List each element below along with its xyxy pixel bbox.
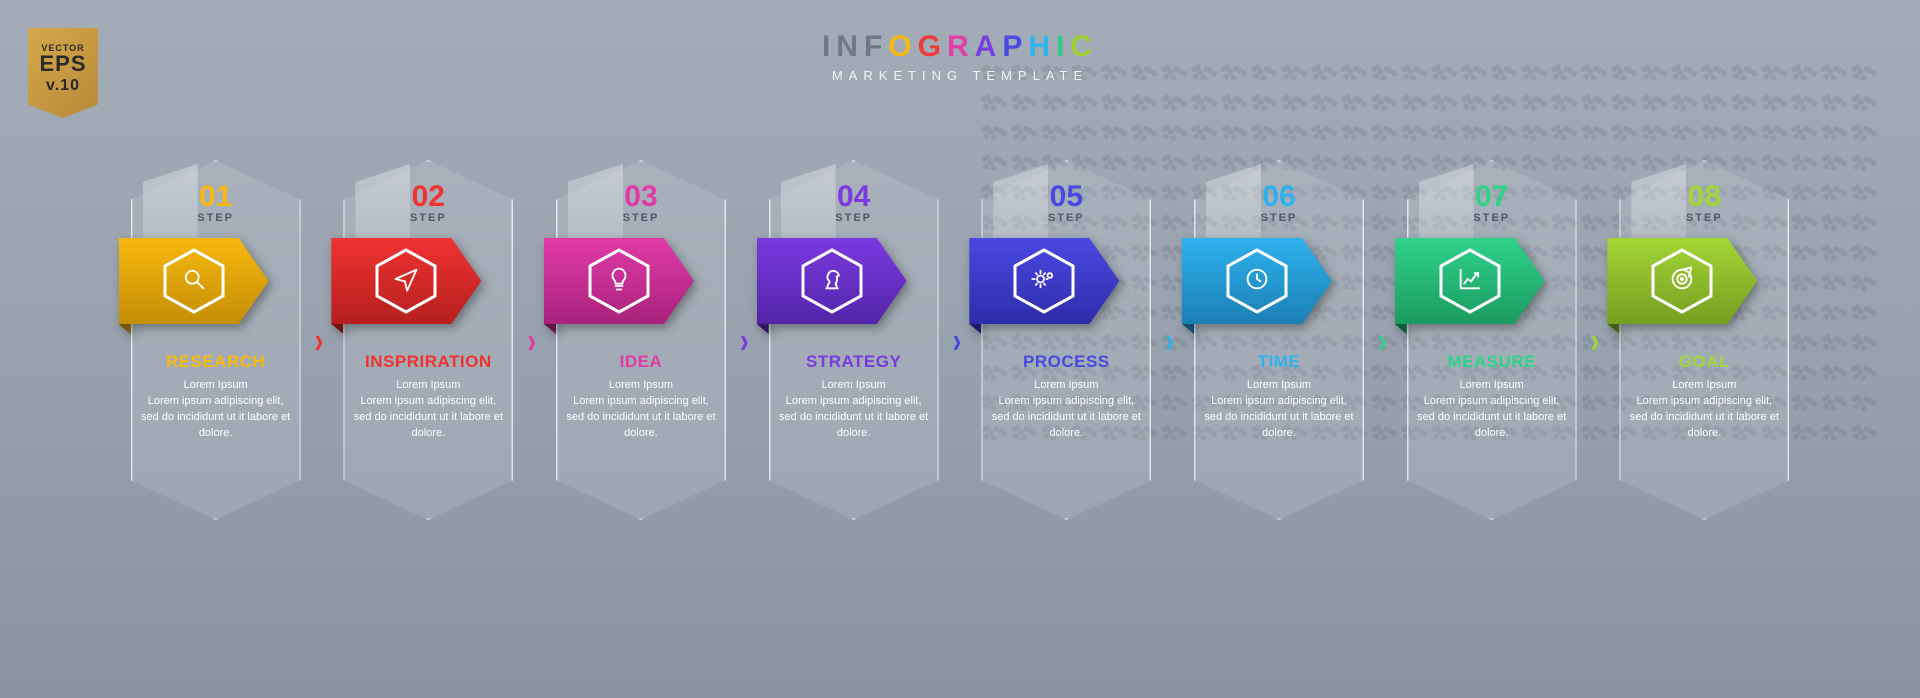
clock-icon [1222, 246, 1292, 316]
ribbon [331, 238, 481, 324]
step-title: MEASURE [1407, 352, 1577, 372]
ribbon [757, 238, 907, 324]
step-title: IDEA [556, 352, 726, 372]
step-card: 04 STEP STRATEGY Lorem IpsumLorem ipsum … [769, 160, 939, 520]
step-card: 01 STEP RESEARCH Lorem IpsumLorem ipsum … [131, 160, 301, 520]
step-card: 08 STEP GOAL Lorem IpsumLorem ipsum adip… [1619, 160, 1789, 520]
step-word: STEP [343, 212, 513, 224]
chevron-right-icon: › [1378, 318, 1387, 361]
step-card: 03 STEP IDEA Lorem IpsumLorem ipsum adip… [556, 160, 726, 520]
step-desc: Lorem IpsumLorem ipsum adipiscing elit, … [991, 378, 1141, 442]
step-title: INSPRIRATION [343, 352, 513, 372]
ribbon [119, 238, 269, 324]
step-desc: Lorem IpsumLorem ipsum adipiscing elit, … [141, 378, 291, 442]
step-number: 02 [343, 180, 513, 214]
step-word: STEP [981, 212, 1151, 224]
step-word: STEP [1407, 212, 1577, 224]
search-icon [159, 246, 229, 316]
ribbon [1607, 238, 1757, 324]
step-word: STEP [556, 212, 726, 224]
plane-icon [371, 246, 441, 316]
ribbon [544, 238, 694, 324]
steps-row: 01 STEP RESEARCH Lorem IpsumLorem ipsum … [0, 160, 1920, 520]
step-title: PROCESS [981, 352, 1151, 372]
step-card: 07 STEP MEASURE Lorem IpsumLorem ipsum a… [1407, 160, 1577, 520]
step-desc: Lorem IpsumLorem ipsum adipiscing elit, … [353, 378, 503, 442]
chevron-right-icon: › [740, 318, 749, 361]
step-title: GOAL [1619, 352, 1789, 372]
step-number: 01 [131, 180, 301, 214]
ribbon [969, 238, 1119, 324]
step-number: 07 [1407, 180, 1577, 214]
step-number: 04 [769, 180, 939, 214]
chevron-right-icon: › [527, 318, 536, 361]
ribbon [1182, 238, 1332, 324]
target-icon [1647, 246, 1717, 316]
step-number: 08 [1619, 180, 1789, 214]
step-card: 05 STEP PROCESS Lorem IpsumLorem ipsum a… [981, 160, 1151, 520]
step-number: 03 [556, 180, 726, 214]
step-desc: Lorem IpsumLorem ipsum adipiscing elit, … [1629, 378, 1779, 442]
step-card: 02 STEP INSPRIRATION Lorem IpsumLorem ip… [343, 160, 513, 520]
ribbon [1395, 238, 1545, 324]
header: INFOGRAPHIC MARKETING TEMPLATE [0, 30, 1920, 83]
step-title: STRATEGY [769, 352, 939, 372]
header-title: INFOGRAPHIC [0, 30, 1920, 64]
step-title: RESEARCH [131, 352, 301, 372]
step-desc: Lorem IpsumLorem ipsum adipiscing elit, … [1417, 378, 1567, 442]
step-desc: Lorem IpsumLorem ipsum adipiscing elit, … [779, 378, 929, 442]
step-number: 06 [1194, 180, 1364, 214]
header-subtitle: MARKETING TEMPLATE [0, 68, 1920, 83]
step-card: 06 STEP TIME Lorem IpsumLorem ipsum adip… [1194, 160, 1364, 520]
step-number: 05 [981, 180, 1151, 214]
step-word: STEP [131, 212, 301, 224]
step-word: STEP [1194, 212, 1364, 224]
chevron-right-icon: › [315, 318, 324, 361]
step-desc: Lorem IpsumLorem ipsum adipiscing elit, … [1204, 378, 1354, 442]
chevron-right-icon: › [1591, 318, 1600, 361]
gears-icon [1009, 246, 1079, 316]
chevron-right-icon: › [953, 318, 962, 361]
step-desc: Lorem IpsumLorem ipsum adipiscing elit, … [566, 378, 716, 442]
chevron-right-icon: › [1165, 318, 1174, 361]
step-title: TIME [1194, 352, 1364, 372]
chart-icon [1435, 246, 1505, 316]
knight-icon [797, 246, 867, 316]
step-word: STEP [769, 212, 939, 224]
step-word: STEP [1619, 212, 1789, 224]
bulb-icon [584, 246, 654, 316]
